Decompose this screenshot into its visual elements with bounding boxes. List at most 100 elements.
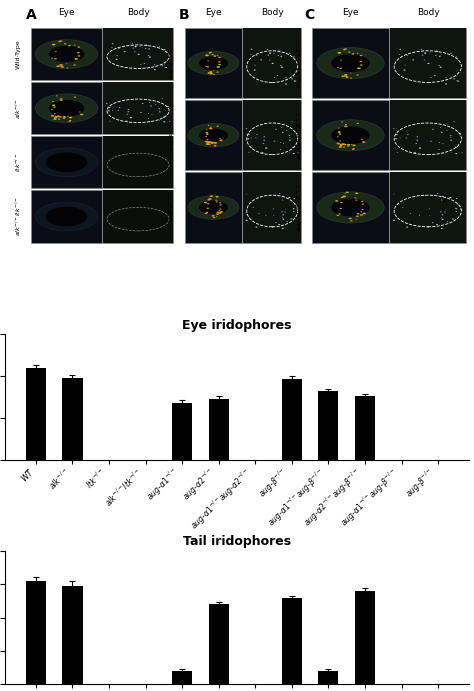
Ellipse shape	[140, 112, 142, 113]
Ellipse shape	[395, 138, 397, 140]
Ellipse shape	[346, 76, 348, 78]
Bar	[243, 172, 301, 243]
Ellipse shape	[272, 63, 274, 64]
Ellipse shape	[210, 71, 212, 73]
Ellipse shape	[58, 41, 61, 42]
Ellipse shape	[154, 64, 155, 65]
Bar	[243, 28, 301, 98]
Ellipse shape	[67, 116, 69, 117]
Ellipse shape	[164, 49, 165, 50]
Ellipse shape	[296, 133, 298, 134]
Ellipse shape	[58, 119, 60, 120]
Ellipse shape	[68, 121, 71, 122]
Ellipse shape	[283, 196, 284, 197]
Ellipse shape	[415, 143, 417, 144]
Ellipse shape	[208, 73, 211, 74]
Ellipse shape	[61, 64, 63, 65]
Ellipse shape	[55, 51, 57, 52]
Ellipse shape	[49, 46, 84, 62]
Ellipse shape	[205, 66, 207, 67]
Text: Eye: Eye	[58, 8, 74, 17]
Ellipse shape	[339, 145, 342, 146]
Ellipse shape	[56, 95, 58, 96]
Ellipse shape	[344, 74, 347, 76]
Ellipse shape	[36, 94, 98, 122]
Bar	[390, 28, 466, 98]
Bar	[184, 172, 242, 243]
Ellipse shape	[51, 115, 54, 117]
Ellipse shape	[206, 212, 208, 213]
Ellipse shape	[206, 142, 210, 144]
Bar	[31, 191, 102, 243]
Ellipse shape	[66, 63, 67, 64]
Ellipse shape	[208, 141, 211, 143]
Ellipse shape	[419, 147, 421, 149]
Ellipse shape	[209, 128, 212, 129]
Ellipse shape	[211, 143, 213, 144]
Ellipse shape	[396, 134, 398, 135]
Ellipse shape	[417, 136, 419, 138]
Ellipse shape	[289, 140, 291, 141]
Bar	[355, 397, 375, 460]
Text: $aug$-$\alpha2^{-/-}\beta^{-/-}$: $aug$-$\alpha2^{-/-}\beta^{-/-}$	[294, 183, 305, 231]
Ellipse shape	[337, 142, 340, 144]
Ellipse shape	[348, 51, 350, 53]
Ellipse shape	[343, 196, 346, 198]
Ellipse shape	[214, 145, 216, 146]
Ellipse shape	[362, 204, 364, 205]
Ellipse shape	[218, 57, 221, 58]
Text: $aug$-$\alpha1^{-/-}\beta^{-/-}$: $aug$-$\alpha1^{-/-}\beta^{-/-}$	[294, 111, 305, 160]
Ellipse shape	[69, 45, 71, 46]
Ellipse shape	[128, 111, 129, 113]
Ellipse shape	[208, 198, 212, 200]
Ellipse shape	[450, 135, 452, 136]
Ellipse shape	[78, 55, 81, 57]
Ellipse shape	[69, 117, 72, 118]
Ellipse shape	[63, 117, 65, 119]
Bar	[355, 591, 375, 684]
Ellipse shape	[289, 53, 291, 54]
Text: Wild-Type: Wild-Type	[16, 39, 21, 69]
Ellipse shape	[215, 196, 219, 198]
Ellipse shape	[441, 214, 443, 216]
Ellipse shape	[52, 104, 55, 106]
Bar	[31, 82, 102, 134]
Text: Body: Body	[261, 8, 284, 17]
Ellipse shape	[291, 78, 293, 79]
Text: $aug$-$\alpha1^{-/-}$: $aug$-$\alpha1^{-/-}$	[167, 46, 177, 79]
Ellipse shape	[293, 208, 295, 209]
Bar	[103, 191, 173, 243]
Ellipse shape	[217, 55, 219, 56]
Ellipse shape	[350, 77, 352, 79]
Ellipse shape	[210, 126, 212, 128]
Ellipse shape	[399, 54, 400, 55]
Ellipse shape	[292, 146, 294, 148]
Bar	[243, 100, 301, 171]
Bar	[103, 136, 173, 189]
Ellipse shape	[210, 72, 211, 73]
Ellipse shape	[339, 144, 343, 146]
Ellipse shape	[343, 146, 345, 148]
Ellipse shape	[421, 49, 422, 50]
Ellipse shape	[36, 40, 98, 68]
Ellipse shape	[208, 125, 210, 126]
Title: Eye iridophores: Eye iridophores	[182, 319, 292, 332]
Bar	[312, 28, 389, 98]
Ellipse shape	[145, 48, 146, 49]
Ellipse shape	[116, 59, 118, 60]
Ellipse shape	[207, 66, 208, 68]
Ellipse shape	[60, 97, 62, 99]
Bar	[243, 100, 301, 171]
Ellipse shape	[294, 204, 296, 205]
Ellipse shape	[346, 74, 347, 75]
Ellipse shape	[209, 52, 211, 53]
Ellipse shape	[412, 59, 414, 60]
Ellipse shape	[250, 49, 252, 50]
Bar	[31, 28, 102, 80]
Ellipse shape	[51, 57, 53, 59]
Ellipse shape	[352, 53, 354, 55]
Text: $aug$-$\alpha2^{-/-}$: $aug$-$\alpha2^{-/-}$	[167, 119, 177, 152]
Text: $aug$-$\alpha1^{-/-}\alpha2^{-/-}$: $aug$-$\alpha1^{-/-}\alpha2^{-/-}$	[294, 37, 305, 89]
Ellipse shape	[247, 138, 249, 140]
Ellipse shape	[452, 218, 454, 220]
